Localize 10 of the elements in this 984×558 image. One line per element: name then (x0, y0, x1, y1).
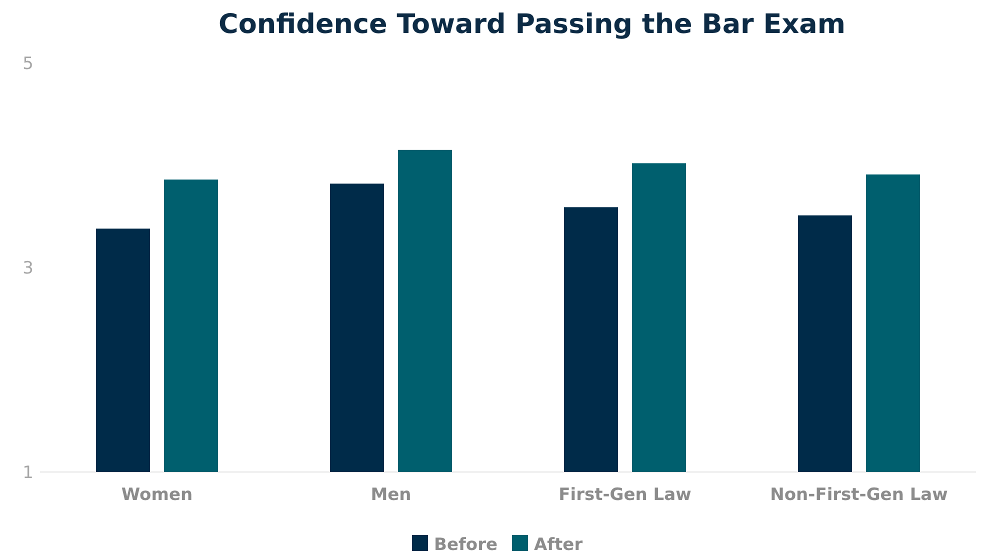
legend-label: Before (434, 534, 498, 555)
x-tick-label: First-Gen Law (558, 485, 692, 505)
x-tick-label: Non-First-Gen Law (770, 485, 948, 505)
y-tick-label: 1 (22, 462, 34, 483)
y-tick-label: 3 (22, 258, 34, 278)
x-tick-label: Men (370, 485, 412, 505)
y-tick-label: 5 (22, 54, 34, 74)
x-tick-label: Women (121, 485, 193, 505)
chart-title: Confidence Toward Passing the Bar Exam (218, 9, 846, 40)
legend-label: After (534, 534, 584, 555)
